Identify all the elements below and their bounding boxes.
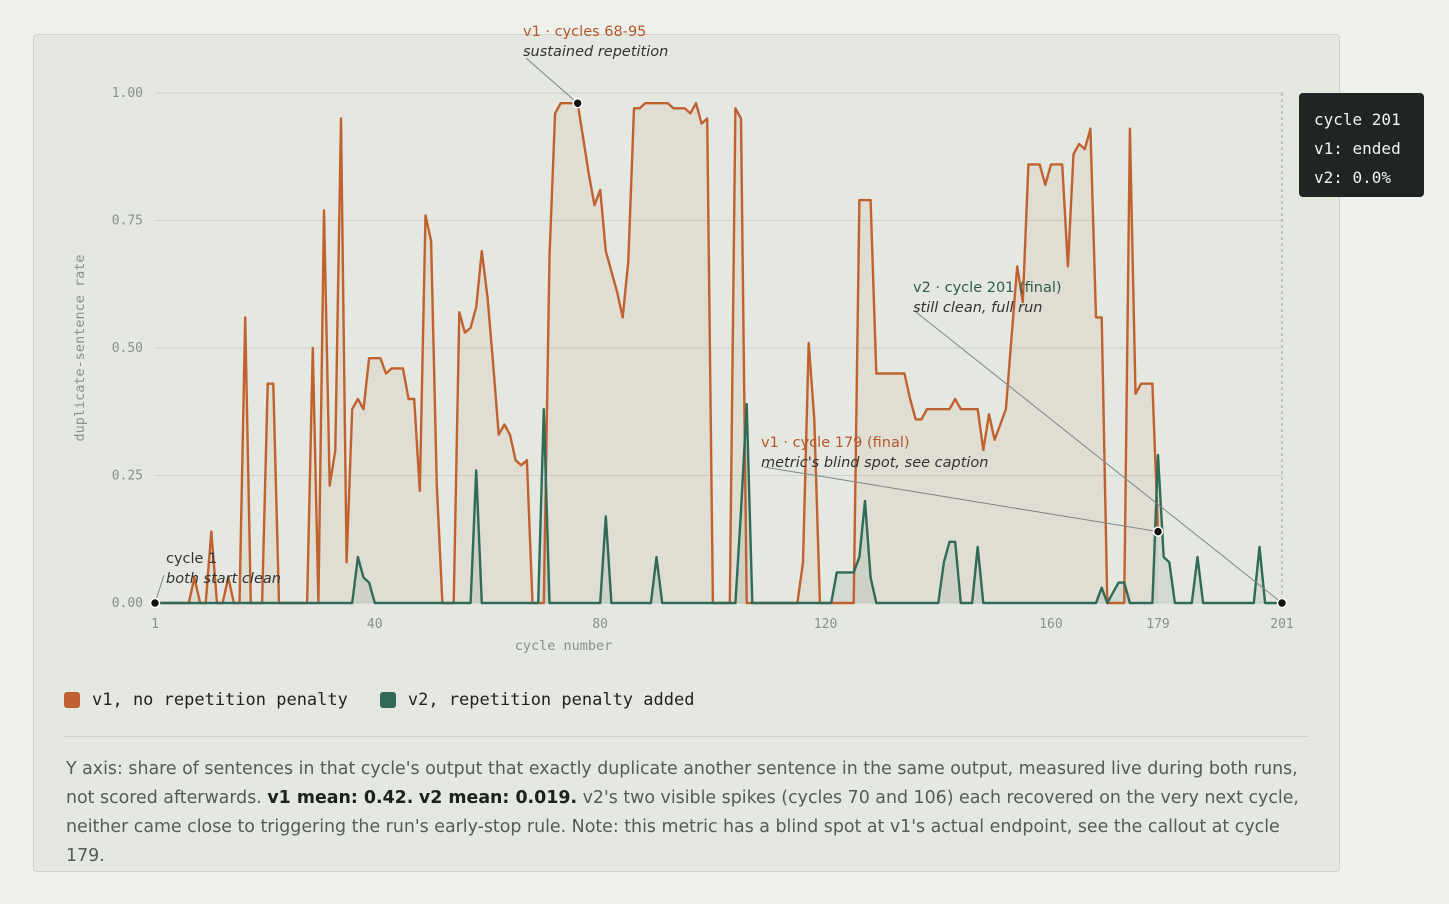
divider [64,736,1309,737]
x-tick-label: 160 [1039,617,1062,632]
annotation-title: v1 · cycles 68-95 [523,24,646,40]
y-tick-label: 0.50 [112,341,143,356]
caption-text-2: v2's two visible spikes (cycles 70 and 1… [66,788,1299,866]
y-tick-label: 0.00 [112,596,143,611]
series-areas [155,103,1282,603]
annotation-leader [915,311,1283,604]
data-point-marker [572,97,583,109]
chart-caption: Y axis: share of sentences in that cycle… [66,755,1306,871]
annotation-leader [525,57,578,104]
x-axis-label: cycle number [515,638,613,654]
legend-swatch-v2 [379,692,396,708]
annotation-subtitle: sustained repetition [523,44,668,60]
caption-text-1: Y axis: share of sentences in that cycle… [66,759,1298,808]
data-point-marker [1152,526,1164,537]
area-series-1 [155,103,1158,603]
markers [149,97,1288,609]
x-tick-label: 80 [592,617,608,632]
annotation-title: v2 · cycle 201 (final) [913,280,1062,296]
hover-tooltip: cycle 201 v1: ended v2: 0.0% [1299,93,1424,197]
annotation-title: v1 · cycle 179 (final) [761,435,910,451]
legend: v1, no repetition penalty v2, repetition… [64,688,726,712]
x-tick-label: 1 [151,617,159,632]
axes: 0.00 0.25 0.50 0.75 1.00 1 40 80 120 160 179 201 cyc… [72,86,1294,654]
x-tick-label: 179 [1146,617,1169,632]
caption-v1-mean: v1 mean: 0.42. [267,788,414,808]
annotations: cycle 1 both start clean v1 · cycles 68-95… [154,24,1283,604]
caption-v2-mean: v2 mean: 0.019. [418,788,578,808]
x-tick-label: 201 [1270,617,1293,632]
annotation-leader [763,466,1159,533]
line-series-1 [155,101,1160,605]
x-tick-label: 40 [367,617,383,632]
annotation-subtitle: metric's blind spot, see caption [761,455,988,471]
annotation-subtitle: both start clean [166,571,281,587]
tooltip-v2-value: v2: 0.0% [1314,168,1392,187]
legend-label-v1: v1, no repetition penalty [92,690,348,710]
annotation-title: cycle 1 [166,551,217,567]
legend-swatch-v1 [64,692,80,708]
x-tick-label: 120 [814,617,837,632]
tooltip-cycle: cycle 201 [1314,110,1401,129]
y-axis-label: duplicate-sentence rate [72,255,88,442]
y-tick-label: 0.25 [112,469,143,484]
legend-label-v2: v2, repetition penalty added [407,690,695,710]
tooltip-v1-value: v1: ended [1314,139,1401,158]
y-tick-label: 1.00 [112,86,143,101]
chart-card [33,34,1340,872]
legend-item-v2[interactable]: v2, repetition penalty added [379,690,695,710]
data-point-marker [149,597,161,609]
y-tick-label: 0.75 [112,214,143,229]
area-series-2 [155,404,1282,603]
data-point-marker [1276,597,1288,609]
annotation-subtitle: still clean, full run [913,300,1042,316]
legend-item-v1[interactable]: v1, no repetition penalty [64,690,348,710]
